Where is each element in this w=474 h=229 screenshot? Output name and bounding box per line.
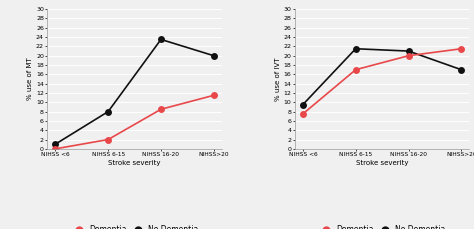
Y-axis label: % use of IVT: % use of IVT bbox=[275, 57, 281, 101]
Legend: Dementia, No Dementia: Dementia, No Dementia bbox=[71, 225, 198, 229]
X-axis label: Stroke severity: Stroke severity bbox=[356, 160, 408, 166]
Legend: Dementia, No Dementia: Dementia, No Dementia bbox=[319, 225, 446, 229]
X-axis label: Stroke severity: Stroke severity bbox=[109, 160, 161, 166]
Y-axis label: % use of MT: % use of MT bbox=[27, 58, 33, 100]
